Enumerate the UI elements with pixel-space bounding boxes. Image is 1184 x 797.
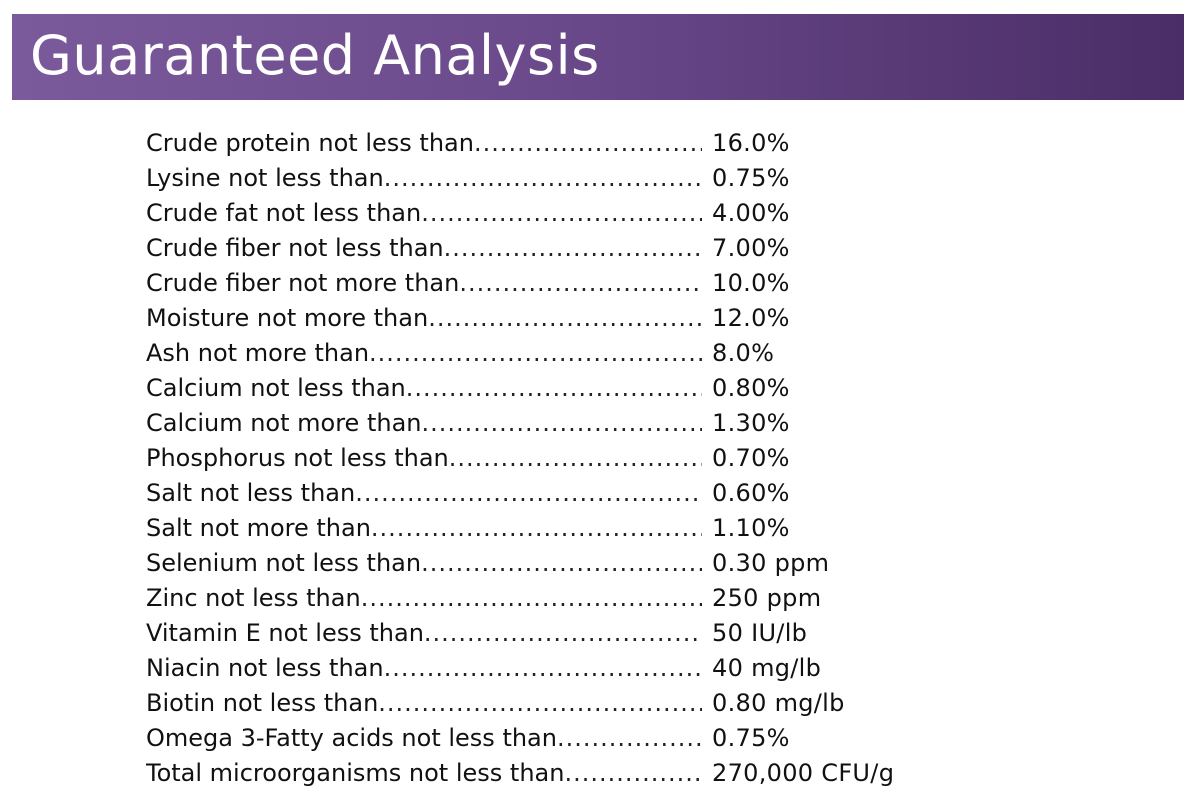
nutrient-label: Salt not more than bbox=[146, 514, 371, 542]
nutrient-label: Crude fat not less than bbox=[146, 199, 422, 227]
nutrient-value: 1.10% bbox=[712, 514, 790, 542]
nutrient-value: 0.75% bbox=[712, 724, 790, 752]
dot-leader bbox=[378, 686, 702, 721]
list-item: Lysine not less than 0.75% bbox=[146, 161, 966, 196]
nutrient-value: 0.80 mg/lb bbox=[712, 689, 845, 717]
list-item: Zinc not less than 250 ppm bbox=[146, 581, 966, 616]
nutrient-label: Omega 3-Fatty acids not less than bbox=[146, 724, 557, 752]
list-item: Total microorganisms not less than 270,0… bbox=[146, 756, 966, 791]
nutrient-value: 1.30% bbox=[712, 409, 790, 437]
nutrient-value: 270,000 CFU/g bbox=[712, 759, 895, 787]
dot-leader bbox=[557, 721, 702, 756]
nutrient-label: Biotin not less than bbox=[146, 689, 379, 717]
title-banner: Guaranteed Analysis bbox=[12, 14, 1184, 100]
nutrient-value: 0.30 ppm bbox=[712, 549, 830, 577]
dot-leader bbox=[449, 441, 702, 476]
list-item: Calcium not less than 0.80% bbox=[146, 371, 966, 406]
nutrient-label: Ash not more than bbox=[146, 339, 370, 367]
list-item: Ash not more than 8.0% bbox=[146, 336, 966, 371]
dot-leader bbox=[421, 546, 702, 581]
list-item: Calcium not more than 1.30% bbox=[146, 406, 966, 441]
dot-leader bbox=[428, 301, 702, 336]
nutrient-value: 0.75% bbox=[712, 164, 790, 192]
nutrient-label: Calcium not less than bbox=[146, 374, 406, 402]
list-item: Biotin not less than 0.80 mg/lb bbox=[146, 686, 966, 721]
dot-leader bbox=[474, 126, 702, 161]
nutrient-value: 7.00% bbox=[712, 234, 790, 262]
list-item: Moisture not more than 12.0% bbox=[146, 301, 966, 336]
list-item: Crude fat not less than 4.00% bbox=[146, 196, 966, 231]
dot-leader bbox=[564, 756, 702, 791]
nutrient-label: Crude protein not less than bbox=[146, 129, 474, 157]
nutrient-label: Crude fiber not less than bbox=[146, 234, 444, 262]
dot-leader bbox=[371, 511, 702, 546]
list-item: Vitamin E not less than 50 IU/lb bbox=[146, 616, 966, 651]
list-item: Crude fiber not more than 10.0% bbox=[146, 266, 966, 301]
nutrient-label: Total microorganisms not less than bbox=[146, 759, 565, 787]
nutrient-value: 12.0% bbox=[712, 304, 790, 332]
list-item: Omega 3-Fatty acids not less than 0.75% bbox=[146, 721, 966, 756]
page-title: Guaranteed Analysis bbox=[30, 24, 600, 87]
list-item: Crude protein not less than 16.0% bbox=[146, 126, 966, 161]
nutrient-value: 50 IU/lb bbox=[712, 619, 808, 647]
nutrient-label: Crude fiber not more than bbox=[146, 269, 460, 297]
dot-leader bbox=[384, 651, 702, 686]
nutrient-label: Phosphorus not less than bbox=[146, 444, 449, 472]
nutrient-value: 0.70% bbox=[712, 444, 790, 472]
nutrient-value: 10.0% bbox=[712, 269, 790, 297]
dot-leader bbox=[444, 231, 702, 266]
dot-leader bbox=[355, 476, 702, 511]
list-item: Salt not less than 0.60% bbox=[146, 476, 966, 511]
list-item: Crude fiber not less than 7.00% bbox=[146, 231, 966, 266]
nutrient-label: Calcium not more than bbox=[146, 409, 422, 437]
dot-leader bbox=[459, 266, 702, 301]
guaranteed-analysis-list: Crude protein not less than 16.0% Lysine… bbox=[146, 126, 966, 791]
nutrient-label: Moisture not more than bbox=[146, 304, 429, 332]
list-item: Niacin not less than 40 mg/lb bbox=[146, 651, 966, 686]
nutrient-value: 16.0% bbox=[712, 129, 790, 157]
nutrient-label: Lysine not less than bbox=[146, 164, 384, 192]
dot-leader bbox=[384, 161, 702, 196]
nutrient-label: Vitamin E not less than bbox=[146, 619, 424, 647]
nutrient-label: Selenium not less than bbox=[146, 549, 422, 577]
dot-leader bbox=[361, 581, 702, 616]
dot-leader bbox=[406, 371, 702, 406]
nutrient-label: Zinc not less than bbox=[146, 584, 361, 612]
nutrient-value: 8.0% bbox=[712, 339, 775, 367]
nutrient-value: 0.60% bbox=[712, 479, 790, 507]
list-item: Salt not more than 1.10% bbox=[146, 511, 966, 546]
nutrient-value: 250 ppm bbox=[712, 584, 822, 612]
dot-leader bbox=[424, 616, 702, 651]
nutrient-label: Salt not less than bbox=[146, 479, 356, 507]
nutrient-label: Niacin not less than bbox=[146, 654, 384, 682]
nutrient-value: 4.00% bbox=[712, 199, 790, 227]
list-item: Phosphorus not less than 0.70% bbox=[146, 441, 966, 476]
nutrient-value: 40 mg/lb bbox=[712, 654, 822, 682]
list-item: Selenium not less than 0.30 ppm bbox=[146, 546, 966, 581]
nutrient-value: 0.80% bbox=[712, 374, 790, 402]
dot-leader bbox=[421, 196, 702, 231]
dot-leader bbox=[369, 336, 702, 371]
dot-leader bbox=[421, 406, 702, 441]
